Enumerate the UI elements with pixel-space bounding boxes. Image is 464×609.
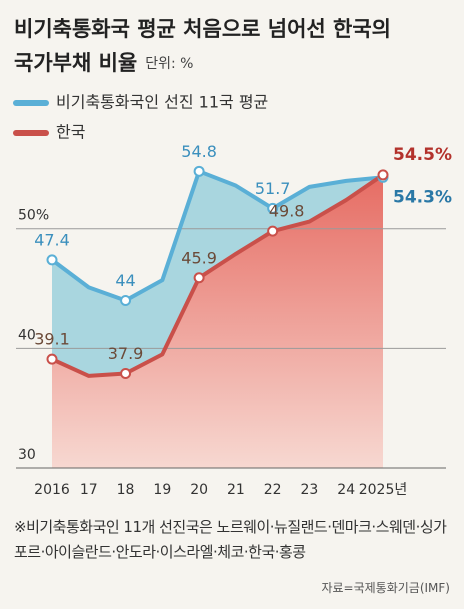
- data-label: 54.8: [181, 142, 217, 161]
- marker: [193, 272, 205, 284]
- marker: [267, 202, 279, 214]
- data-label: 45.9: [181, 248, 217, 267]
- x-tick-label: 17: [80, 482, 98, 498]
- x-tick-label: 2025년: [359, 482, 408, 498]
- data-label: 44: [115, 271, 135, 290]
- footnote: ※비기축통화국인 11개 선진국은 노르웨이·뉴질랜드·덴마크·스웨덴·싱가포르…: [14, 518, 447, 561]
- data-label: 39.1: [34, 330, 70, 349]
- marker: [46, 254, 58, 266]
- marker: [120, 295, 132, 307]
- x-tick-label: 23: [301, 482, 319, 498]
- data-label: 47.4: [34, 230, 70, 249]
- x-tick-label: 2016: [34, 482, 70, 498]
- x-tick-label: 21: [227, 482, 245, 498]
- legend-label: 한국: [56, 123, 85, 142]
- chart: 비기축통화국 평균 처음으로 넘어선 한국의 국가부채 비율 단위: % 비기축통…: [13, 17, 452, 498]
- area: [52, 174, 383, 468]
- y-tick-label: 50%: [18, 208, 49, 224]
- x-tick-label: 20: [190, 482, 208, 498]
- marker: [377, 169, 389, 181]
- chart-subtitle: 단위: %: [145, 56, 193, 72]
- x-tick-label: 19: [153, 482, 171, 498]
- marker: [46, 353, 58, 365]
- chart-title: 국가부채 비율 단위: %: [14, 51, 193, 75]
- chart-title: 비기축통화국 평균 처음으로 넘어선 한국의: [14, 17, 391, 41]
- y-tick-label: 30: [18, 447, 36, 463]
- data-label: 51.7: [255, 179, 291, 198]
- marker: [120, 367, 132, 379]
- marker: [267, 225, 279, 237]
- data-label: 54.3%: [393, 187, 452, 207]
- line: [50, 169, 384, 303]
- data-label: 49.8: [269, 202, 305, 221]
- data-label: 37.9: [108, 344, 144, 363]
- source: 자료=국제통화기금(IMF): [321, 581, 450, 595]
- marker: [193, 165, 205, 177]
- x-tick-label: 18: [117, 482, 135, 498]
- x-tick-label: 22: [264, 482, 282, 498]
- legend-label: 비기축통화국인 선진 11국 평균: [56, 93, 268, 112]
- y-tick-label: 40: [18, 327, 36, 343]
- chart-title: 국가부채 비율: [14, 51, 137, 75]
- data-label: 54.5%: [393, 145, 452, 165]
- line: [51, 173, 385, 378]
- x-tick-label: 24: [337, 482, 355, 498]
